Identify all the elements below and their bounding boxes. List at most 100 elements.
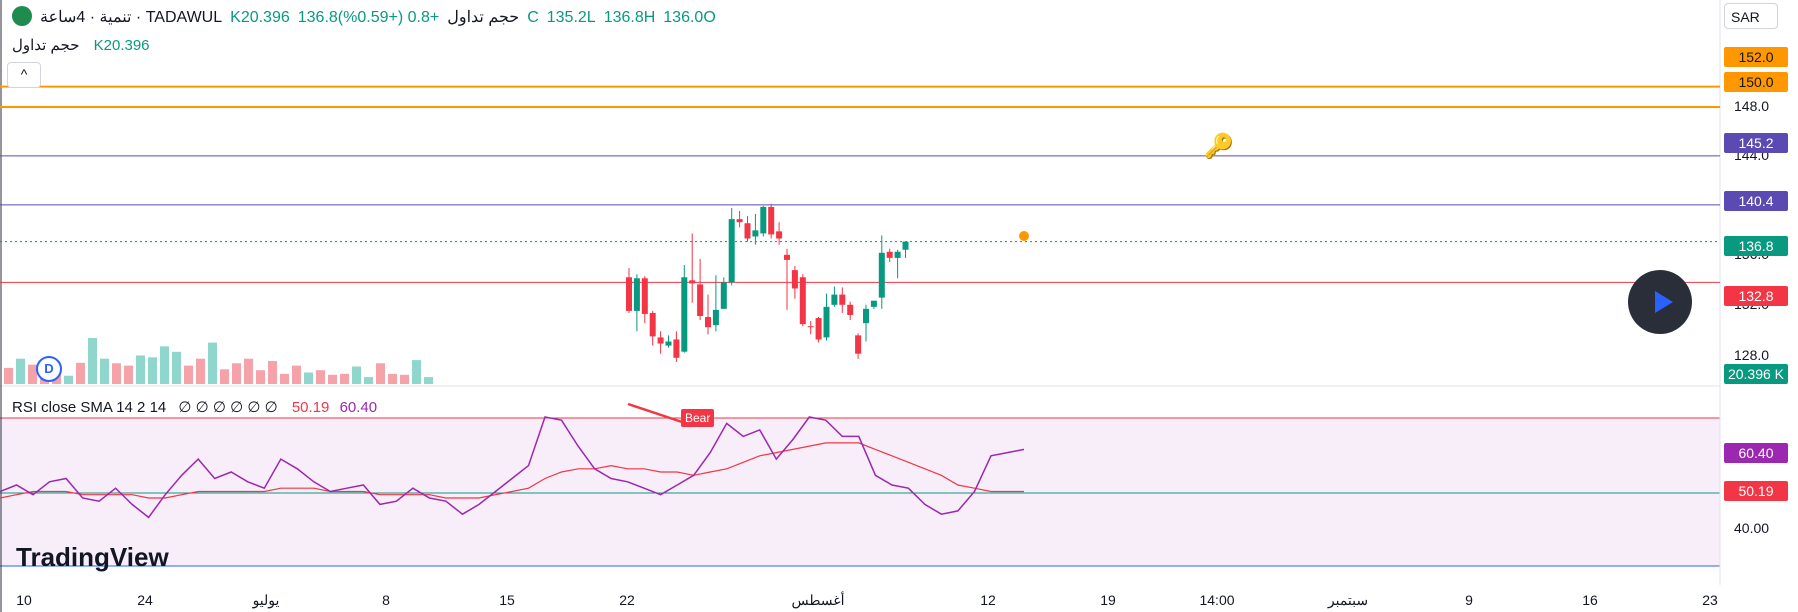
volume-bar [256,370,265,384]
x-axis-label: 24 [137,592,153,608]
alert-dot [1019,231,1029,241]
volume-legend-value: K20.396 [93,37,150,54]
volume-bar [292,365,301,384]
volume-bar [112,363,121,384]
price-tag-140[interactable]: 140.4 [1724,191,1788,211]
candle-body [815,318,822,340]
candle-body [665,341,672,346]
candle-body [705,317,711,328]
volume-bar [400,374,409,384]
volume-bar [268,361,277,384]
candle-body [831,294,838,305]
volume-bar [352,366,361,384]
legend-volume-label: حجم تداول [447,9,520,26]
x-axis-label: سبتمبر [1327,592,1369,608]
x-axis-label: 22 [619,592,635,608]
x-axis-label: يوليو [252,592,280,608]
candle-body [641,278,648,314]
x-axis-label: أغسطس [791,592,845,608]
x-axis-label: 16 [1582,592,1598,608]
price-tag-last[interactable]: 136.8 [1724,236,1788,256]
rsi-null-values: ∅ ∅ ∅ ∅ ∅ ∅ [178,399,278,416]
volume-legend: حجم تداول K20.396 [12,36,150,54]
candle-body [712,309,719,326]
volume-bar [100,358,109,384]
volume-bar [220,369,229,384]
volume-bar [376,363,385,384]
volume-bar [208,342,217,384]
volume-bar [16,358,25,384]
tradingview-logo[interactable]: TradingView [16,542,169,572]
volume-bar [160,346,169,384]
x-axis-label: 14:00 [1199,592,1235,608]
candle-body [626,277,632,311]
volume-bar [328,374,337,384]
x-axis-label: 10 [16,592,32,608]
candle-body [870,300,877,307]
volume-bar [316,370,325,384]
legend-close: 136.8C [297,9,539,26]
currency-selector[interactable]: SAR [1724,3,1778,29]
candle-body [728,219,735,283]
volume-bar [64,375,73,384]
volume-bar [412,360,421,384]
candle-body [847,304,854,315]
candle-body [673,339,680,358]
rsi-ma-line [0,442,1024,499]
price-tag-150[interactable]: 150.0 [1724,72,1788,92]
price-tag-132[interactable]: 132.8 [1724,286,1788,306]
symbol-name[interactable]: تنمية · 4ساعة · TADAWUL [40,9,223,26]
volume-bar [424,377,433,384]
candle-body [776,231,783,239]
rsi-label[interactable]: RSI close SMA 14 2 14 [12,399,167,416]
rsi-tag: 60.40 [1724,443,1788,463]
candle-body [855,335,862,354]
bear-label: Bear [681,409,715,427]
volume-bar [388,373,397,384]
candle-body [878,252,885,298]
volume-tag: 20.396 K [1724,364,1788,384]
rsi-value: 60.40 [339,399,378,416]
candle-body [720,282,727,309]
candle-body [886,251,893,258]
price-tag-145[interactable]: 145.2 [1724,133,1788,153]
candle-body [736,219,743,223]
candle-body [657,337,664,344]
candle-body [681,277,688,352]
candle-body [633,278,640,311]
symbol-logo-icon [12,6,32,26]
volume-bar [244,358,253,384]
volume-bar [148,357,157,384]
candle-body [799,277,806,325]
volume-bar [4,367,13,384]
candle-body [768,206,775,235]
volume-bar [364,377,373,384]
key-icon[interactable]: 🔑 [1204,133,1234,160]
axis-label: 148.0 [1734,98,1770,114]
price-tag-152[interactable]: 152.0 [1724,47,1788,67]
legend-high: 136.8H [603,9,656,26]
volume-bar [232,363,241,384]
collapse-button[interactable]: ^ [7,62,41,88]
x-axis-label: 9 [1465,592,1473,608]
legend-open: 136.0O [663,9,716,26]
rsi-line [0,416,1025,519]
legend-volume-value: K20.396 [230,9,290,26]
axis-label: 40.00 [1734,520,1770,536]
volume-bar [124,365,133,384]
volume-bar [76,362,85,384]
rsi-ma-value: 50.19 [291,399,330,416]
volume-bar [280,373,289,384]
legend-low: 135.2L [546,9,596,26]
candle-body [697,284,704,316]
play-button[interactable] [1628,270,1692,334]
candle-body [863,308,869,324]
dividend-badge[interactable]: D [36,356,62,382]
rsi-legend: RSI close SMA 14 2 14 ∅ ∅ ∅ ∅ ∅ ∅ 50.19 … [12,398,377,416]
volume-bar [28,364,37,384]
rsi-band [0,418,1720,566]
candle-body [752,230,759,237]
candle-body [791,270,798,289]
candle-body [823,306,830,338]
